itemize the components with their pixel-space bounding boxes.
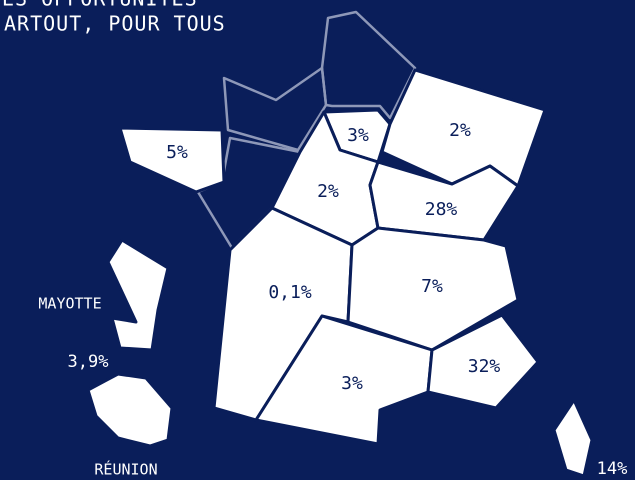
region <box>426 313 540 410</box>
mayotte <box>106 238 170 352</box>
mayotte-label: 3,9% <box>68 352 109 372</box>
mayotte-name: MAYOTTE <box>38 295 101 313</box>
region <box>118 126 226 194</box>
reunion <box>86 372 174 448</box>
region-label: 2% <box>317 181 339 202</box>
region-label: 5% <box>166 142 188 163</box>
region <box>552 398 594 478</box>
region-label: 0,1% <box>268 282 312 303</box>
region <box>346 226 520 352</box>
region-outline <box>320 10 417 120</box>
region-label: 3% <box>347 125 369 146</box>
header-line: ARTOUT, POUR TOUS <box>4 12 226 36</box>
region-label: 2% <box>449 120 471 141</box>
region-label: 7% <box>421 276 443 297</box>
reunion-name: RÉUNION <box>94 460 157 479</box>
region-label: 28% <box>425 199 458 220</box>
region-label: 14% <box>597 459 628 479</box>
region-label: 3% <box>341 373 363 394</box>
region-label: 32% <box>468 356 501 377</box>
region <box>368 160 520 242</box>
header-line: ES OPPORTUNITÉS <box>2 0 198 11</box>
